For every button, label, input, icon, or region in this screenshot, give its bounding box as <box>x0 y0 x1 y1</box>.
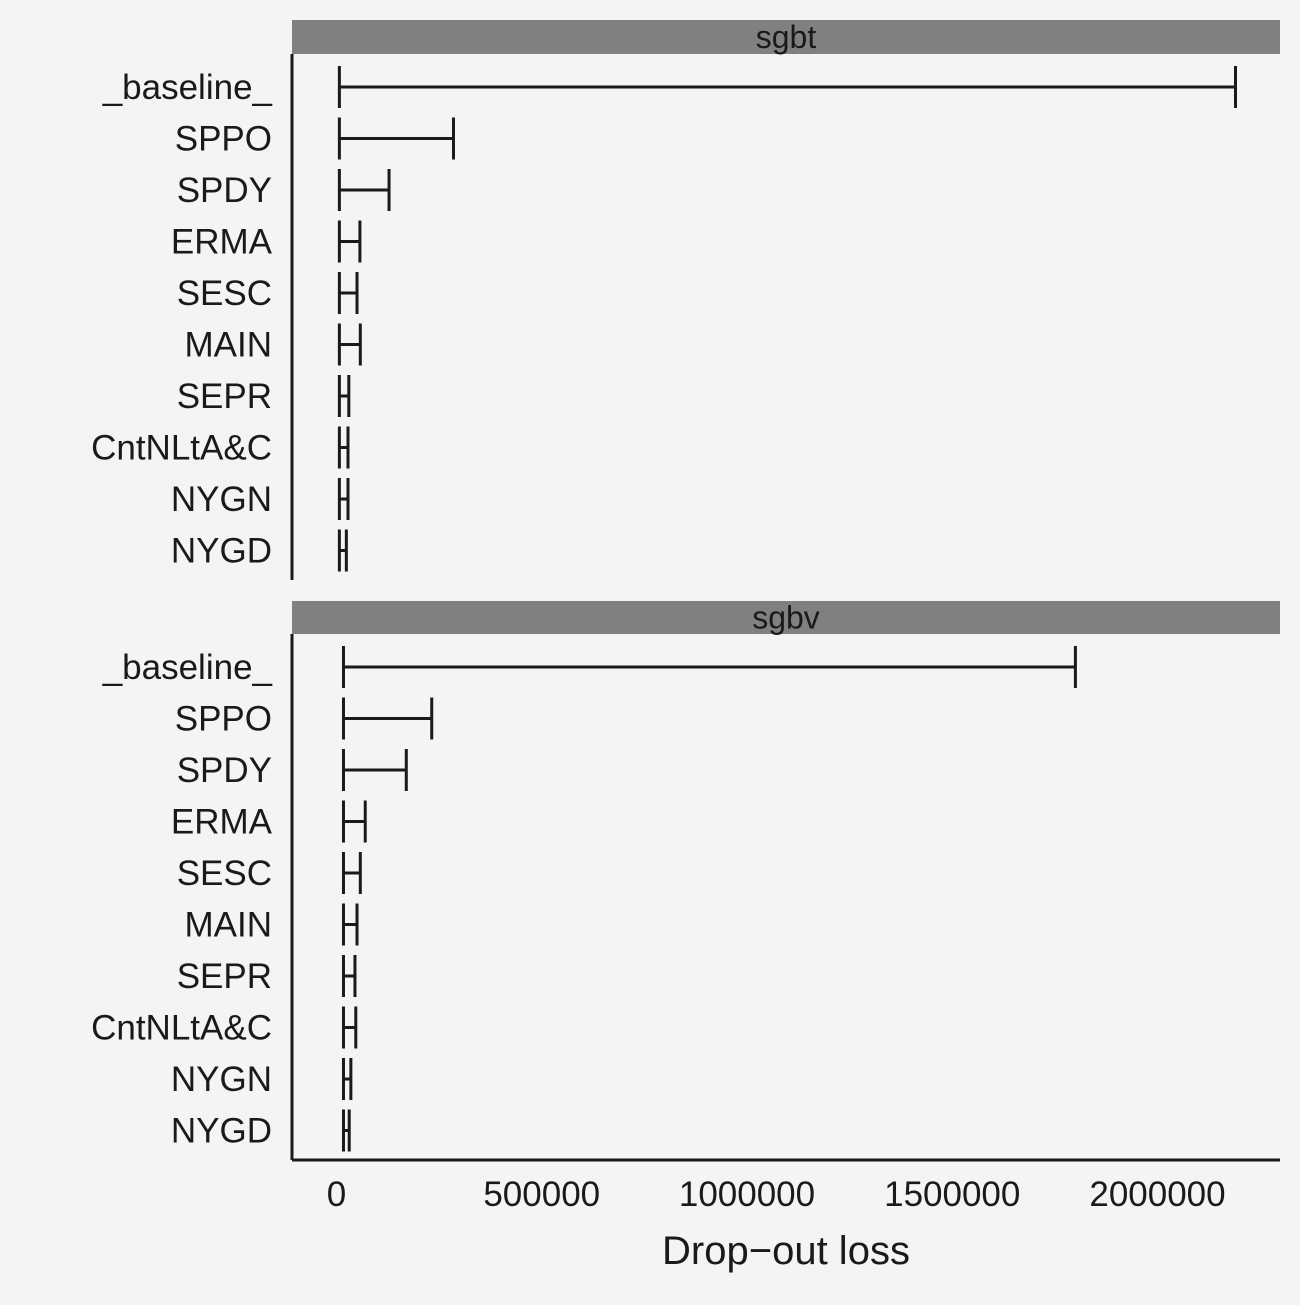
panel-sgbt-tick-label-1: SPPO <box>175 120 272 159</box>
panel-sgbt-tick-label-9: NYGD <box>171 532 272 571</box>
x-tick-label-0: 0 <box>327 1175 346 1214</box>
x-tick-label-3: 1500000 <box>884 1175 1020 1214</box>
panel-sgbv-strip-label: sgbv <box>752 600 820 636</box>
panel-sgbv-tick-label-9: NYGD <box>171 1112 272 1151</box>
panel-sgbv-tick-label-4: SESC <box>177 854 272 893</box>
panel-sgbt-tick-label-5: MAIN <box>185 326 273 365</box>
panel-sgbv-tick-label-3: ERMA <box>171 803 273 842</box>
x-tick-label-1: 500000 <box>483 1175 600 1214</box>
panel-sgbt-tick-label-6: SEPR <box>177 377 272 416</box>
panel-sgbv-tick-label-5: MAIN <box>185 906 273 945</box>
panel-sgbv-tick-label-7: CntNLtA&C <box>91 1009 272 1048</box>
panel-sgbt-strip-label: sgbt <box>756 19 817 55</box>
panel-sgbt-tick-label-8: NYGN <box>171 480 272 519</box>
panel-sgbt-strip <box>292 20 1280 54</box>
panel-sgbt-tick-label-3: ERMA <box>171 223 273 262</box>
panel-sgbv-tick-label-2: SPDY <box>177 751 272 790</box>
x-tick-label-4: 2000000 <box>1089 1175 1225 1214</box>
panel-sgbt-tick-label-0: _baseline_ <box>102 68 273 107</box>
panel-sgbv-tick-label-1: SPPO <box>175 700 272 739</box>
panel-sgbt-tick-label-2: SPDY <box>177 171 272 210</box>
panel-sgbt-tick-label-7: CntNLtA&C <box>91 429 272 468</box>
x-axis-label: Drop−out loss <box>662 1229 910 1273</box>
panel-sgbv-tick-label-8: NYGN <box>171 1060 272 1099</box>
panel-sgbv-tick-label-6: SEPR <box>177 957 272 996</box>
panel-sgbt-tick-label-4: SESC <box>177 274 272 313</box>
panel-sgbv-strip <box>292 601 1280 634</box>
panel-sgbv-tick-label-0: _baseline_ <box>102 648 273 687</box>
x-tick-label-2: 1000000 <box>679 1175 815 1214</box>
